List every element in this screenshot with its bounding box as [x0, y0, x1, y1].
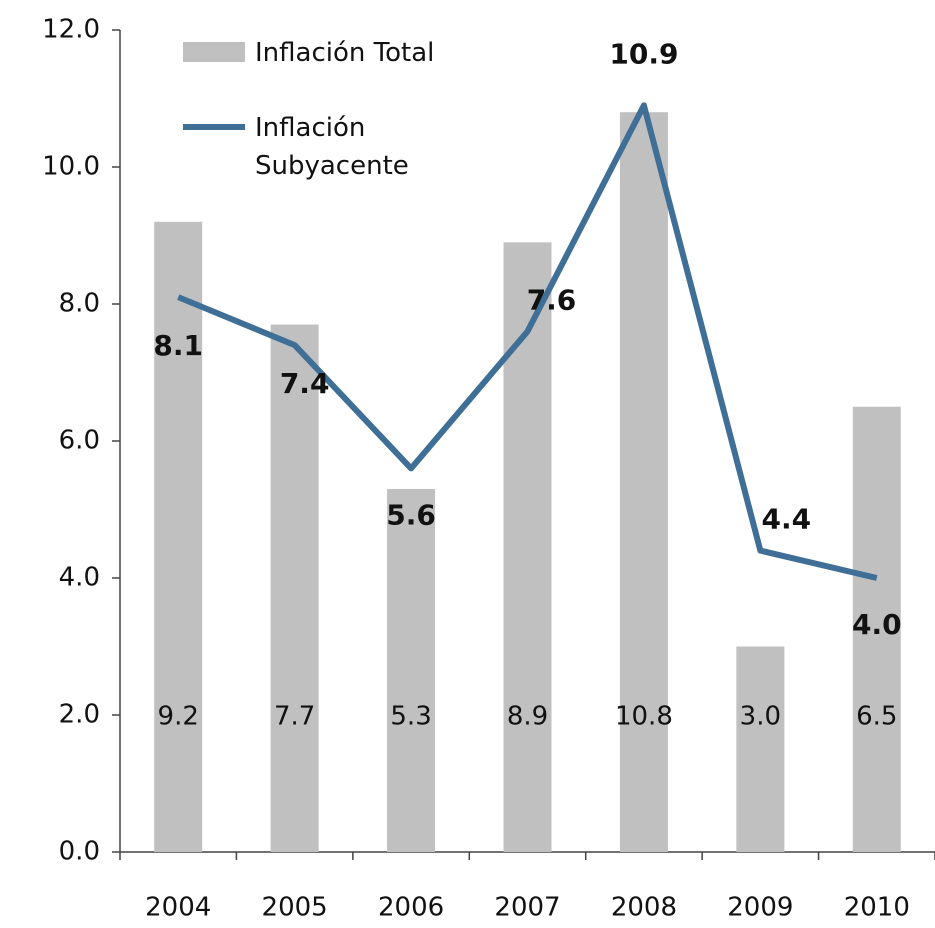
x-tick-label: 2009: [727, 893, 793, 923]
legend-entry: Inflación Total: [255, 38, 435, 68]
line-value-label: 5.6: [386, 498, 436, 531]
y-tick-label: 12.0: [42, 15, 100, 45]
line-value-label: 4.0: [852, 608, 902, 641]
y-tick-label: 10.0: [42, 152, 100, 182]
bar-value-label: 5.3: [390, 702, 431, 732]
line-value-label: 7.6: [527, 283, 577, 316]
legend-entry: Inflación Subyacente: [255, 113, 409, 181]
bar: [387, 488, 436, 852]
line-value-label: 10.9: [609, 37, 678, 70]
bar-value-label: 9.2: [158, 702, 199, 732]
x-tick-label: 2005: [262, 893, 328, 923]
line-value-label: 7.4: [280, 367, 330, 400]
y-tick-label: 4.0: [59, 563, 100, 593]
x-tick-label: 2004: [145, 893, 211, 923]
bar: [503, 242, 552, 853]
bar-value-label: 10.8: [615, 702, 673, 732]
x-tick-label: 2010: [844, 893, 910, 923]
line-value-label: 8.1: [153, 329, 203, 362]
bar: [852, 406, 901, 852]
bar-value-label: 7.7: [274, 702, 315, 732]
line: [177, 102, 878, 581]
y-tick-label: 6.0: [59, 426, 100, 456]
legend-label: Inflación Subyacente: [255, 113, 409, 181]
x-tick-label: 2007: [494, 893, 560, 923]
x-tick-label: 2006: [378, 893, 444, 923]
bar-value-label: 8.9: [507, 702, 548, 732]
y-tick-label: 2.0: [59, 700, 100, 730]
y-tick-label: 0.0: [59, 837, 100, 867]
y-tick-label: 8.0: [59, 289, 100, 319]
bar-value-label: 6.5: [856, 702, 897, 732]
bar: [619, 112, 668, 852]
x-tick-label: 2008: [611, 893, 677, 923]
legend-swatch: [183, 42, 245, 62]
line-value-label: 4.4: [762, 503, 812, 536]
legend-label: Inflación Total: [255, 38, 435, 68]
bar: [270, 324, 319, 852]
bar-value-label: 3.0: [740, 702, 781, 732]
bar: [736, 646, 785, 852]
bar: [154, 221, 203, 853]
